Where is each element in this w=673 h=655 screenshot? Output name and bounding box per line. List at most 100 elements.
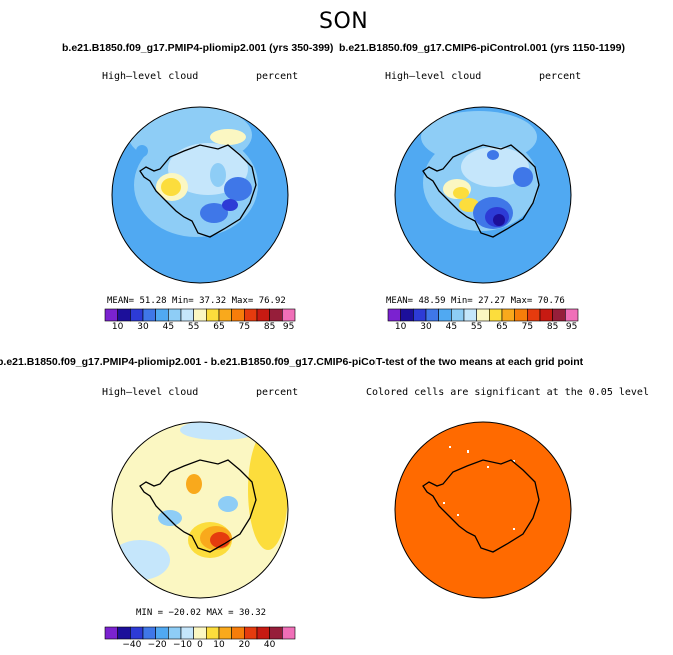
colorbar-swatch (142, 626, 156, 640)
colorbar-swatch (155, 626, 169, 640)
field-blob (210, 129, 246, 145)
colorbar-swatch (438, 308, 452, 322)
colorbar-3-ticks: −40 −20 −10 0 10 20 40 (105, 640, 295, 652)
colorbar-swatch (269, 626, 283, 640)
colorbar-swatch (168, 626, 182, 640)
map-panel-1 (111, 106, 289, 284)
field-blob (453, 187, 469, 199)
colorbar-swatch (218, 308, 232, 322)
field-blob (222, 199, 238, 211)
colorbar-swatch (180, 626, 194, 640)
colorbar-swatch (476, 308, 490, 322)
colorbar-1 (104, 308, 296, 322)
colorbar-swatch (463, 308, 477, 322)
colorbar-swatch (130, 308, 144, 322)
antarctica-coastline (139, 144, 257, 238)
field-blob (218, 496, 238, 512)
non-significant-cell (457, 514, 459, 516)
colorbar-3 (104, 626, 296, 640)
panel-2-right-label: percent (539, 71, 582, 82)
colorbar-swatch (400, 308, 414, 322)
colorbar-2 (387, 308, 579, 322)
colorbar-swatch (269, 308, 283, 322)
colorbar-swatch (117, 626, 131, 640)
colorbar-swatch (193, 308, 207, 322)
panel-2-left-label: High–level cloud (385, 71, 482, 82)
colorbar-tick-label: 75 (521, 322, 534, 332)
field-blob (136, 145, 148, 157)
colorbar-tick-label: 95 (282, 322, 295, 332)
colorbar-tick-label: 20 (238, 640, 251, 650)
colorbar-swatch (244, 626, 258, 640)
non-significant-cell (513, 528, 515, 530)
antarctica-coastline (422, 144, 540, 238)
colorbar-swatch (282, 308, 296, 322)
map-panel-3 (111, 421, 289, 599)
colorbar-swatch (244, 308, 258, 322)
field-blob (487, 150, 499, 160)
colorbar-tick-label: 65 (496, 322, 508, 332)
colorbar-tick-label: 75 (238, 322, 251, 332)
colorbar-swatch (130, 626, 144, 640)
panel-1-stats: MEAN= 51.28 Min= 37.32 Max= 76.92 (107, 296, 286, 306)
field-blob (180, 422, 260, 440)
antarctica-coastline (422, 459, 540, 553)
colorbar-swatch (514, 308, 528, 322)
non-significant-cell (467, 450, 469, 453)
colorbar-tick-label: −40 (122, 640, 142, 650)
colorbar-tick-label: 30 (420, 322, 432, 332)
colorbar-swatch (206, 308, 220, 322)
colorbar-swatch (231, 626, 245, 640)
colorbar-tick-label: 30 (137, 322, 149, 332)
colorbar-swatch (413, 308, 427, 322)
colorbar-tick-label: 10 (394, 322, 407, 332)
panel-2-title: b.e21.B1850.f09_g17.CMIP6-piControl.001 … (339, 42, 625, 54)
colorbar-tick-label: 45 (162, 322, 175, 332)
colorbar-swatch (387, 308, 401, 322)
colorbar-swatch (451, 308, 465, 322)
figure-title: SON (319, 9, 369, 34)
colorbar-swatch (206, 626, 220, 640)
colorbar-tick-label: 55 (187, 322, 200, 332)
colorbar-swatch (489, 308, 503, 322)
field-blob (161, 178, 181, 196)
colorbar-1-ticks: 10 30 45 55 65 75 85 95 (105, 322, 295, 334)
field-blob (210, 163, 226, 187)
field-blob (493, 214, 505, 226)
colorbar-swatch (104, 308, 118, 322)
non-significant-cell (487, 466, 489, 468)
colorbar-swatch (104, 626, 118, 640)
colorbar-swatch (527, 308, 541, 322)
colorbar-tick-label: −10 (173, 640, 192, 650)
colorbar-tick-label: 0 (197, 640, 203, 650)
colorbar-tick-label: −20 (147, 640, 167, 650)
colorbar-swatch (565, 308, 579, 322)
non-significant-cell (443, 502, 445, 504)
panel-1-right-label: percent (256, 71, 299, 82)
non-significant-cell (513, 460, 515, 462)
panel-4-title: T-test of the two means at each grid poi… (376, 356, 584, 368)
map-panel-4 (394, 421, 572, 599)
field-blob (224, 177, 252, 201)
non-significant-cell (449, 446, 451, 448)
colorbar-tick-label: 85 (546, 322, 559, 332)
field-blob (200, 203, 228, 223)
field-blob (461, 147, 529, 187)
colorbar-2-ticks: 10 30 45 55 65 75 85 95 (388, 322, 578, 334)
colorbar-swatch (256, 308, 270, 322)
panel-3-stats: MIN = −20.02 MAX = 30.32 (136, 608, 267, 618)
field-blob (186, 474, 202, 494)
colorbar-tick-label: 85 (263, 322, 276, 332)
colorbar-swatch (193, 626, 207, 640)
colorbar-swatch (552, 308, 566, 322)
panel-2-stats: MEAN= 48.59 Min= 27.27 Max= 70.76 (386, 296, 565, 306)
colorbar-swatch (180, 308, 194, 322)
colorbar-swatch (142, 308, 156, 322)
colorbar-swatch (256, 626, 270, 640)
colorbar-swatch (282, 626, 296, 640)
panel-4-caption: Colored cells are significant at the 0.0… (366, 387, 649, 398)
significance-field (395, 422, 571, 598)
panel-1-title: b.e21.B1850.f09_g17.PMIP4-pliomip2.001 (… (62, 42, 334, 54)
colorbar-tick-label: 45 (445, 322, 458, 332)
colorbar-swatch (425, 308, 439, 322)
